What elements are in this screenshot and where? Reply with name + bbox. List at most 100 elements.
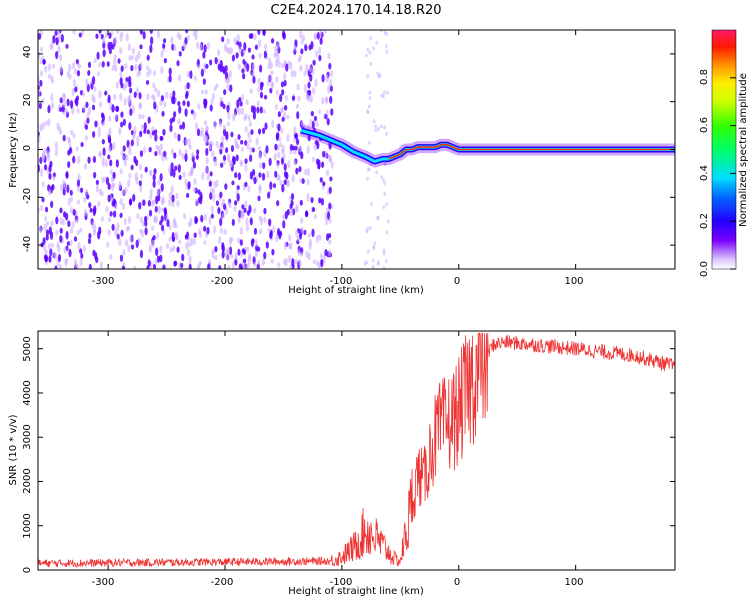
spectrogram-speckle — [154, 205, 158, 213]
spectrogram-speckle — [177, 164, 181, 173]
spectrogram-speckle — [139, 61, 143, 69]
spectrogram-speckle — [328, 202, 332, 210]
spectrogram-speckle — [269, 62, 273, 70]
spectrogram-speckle — [134, 171, 138, 181]
spectrogram-speckle — [159, 135, 163, 141]
spectrogram-speckle — [44, 164, 48, 171]
spectrogram-speckle — [208, 216, 212, 225]
spectrogram-speckle — [211, 248, 215, 255]
spectrogram-speckle — [113, 36, 117, 46]
spectrogram-speckle — [171, 201, 175, 208]
spectrogram-speckle — [382, 248, 386, 253]
spectrogram-speckle — [99, 261, 103, 269]
spectrogram-speckle — [368, 225, 372, 230]
spectrogram-speckle — [246, 246, 250, 253]
spectrogram-speckle — [307, 81, 311, 89]
spectrogram-speckle — [102, 49, 106, 58]
spectrogram-speckle — [272, 183, 277, 189]
top-xtick-label: 100 — [564, 276, 583, 287]
colorbar: 0.0 0.2 0.4 0.6 0.8 Normalized spectral … — [699, 29, 749, 277]
spectrogram-speckle — [222, 155, 227, 161]
spectrogram-speckle — [138, 92, 142, 100]
spectrogram-speckle — [272, 225, 276, 234]
spectrogram-speckle — [369, 61, 373, 66]
spectrogram-speckle — [108, 46, 112, 55]
spectrogram-speckle — [38, 90, 41, 97]
spectrogram-speckle — [329, 95, 333, 104]
spectrogram-speckle — [314, 78, 318, 88]
spectrogram-speckle — [104, 159, 108, 168]
spectrogram-speckle — [107, 229, 111, 236]
spectrogram-speckle — [61, 218, 65, 226]
spectrogram-speckle — [54, 253, 58, 260]
spectrogram-speckle — [157, 179, 161, 186]
spectrogram-speckle — [159, 254, 163, 263]
spectrogram-speckle — [226, 121, 230, 127]
spectrogram-speckle — [83, 196, 87, 203]
snr-series-line — [38, 332, 675, 568]
spectrogram-speckle — [281, 144, 285, 153]
spectrogram-speckle — [303, 70, 307, 77]
spectrogram-speckle — [149, 44, 153, 53]
spectrogram-speckle — [193, 232, 197, 238]
spectrogram-speckle — [118, 180, 122, 189]
spectrogram-speckle — [237, 237, 241, 244]
spectrogram-speckle — [220, 135, 225, 144]
spectrogram-speckle — [219, 217, 223, 227]
spectrogram-speckle — [383, 162, 387, 167]
snr-plot-area — [38, 332, 675, 568]
spectrogram-speckle — [277, 151, 281, 159]
spectrogram-speckle — [308, 44, 312, 51]
spectrogram-speckle — [178, 51, 182, 57]
spectrogram-speckle — [176, 199, 180, 208]
spectrogram-speckle — [86, 117, 90, 124]
spectrogram-speckle — [116, 222, 120, 232]
spectrogram-speckle — [324, 150, 328, 159]
spectrogram-speckle — [240, 147, 244, 152]
spectrogram-speckle — [45, 220, 50, 227]
spectrogram-speckle — [109, 41, 113, 49]
spectrogram-speckle — [122, 118, 126, 126]
spectrogram-speckle — [146, 54, 150, 61]
spectrogram-speckle — [84, 124, 89, 130]
spectrogram-speckle — [134, 63, 138, 71]
spectrogram-speckle — [211, 187, 216, 194]
spectrogram-speckle — [227, 111, 231, 120]
spectrogram-speckle — [243, 115, 247, 122]
spectrogram-speckle — [101, 161, 105, 167]
spectrogram-speckle — [280, 127, 284, 134]
spectrogram-speckle — [92, 130, 96, 138]
spectrogram-speckle — [213, 85, 217, 92]
spectrogram-speckle — [235, 141, 239, 149]
spectrogram-speckle — [246, 141, 250, 150]
spectrogram-speckle — [309, 119, 313, 125]
spectrogram-speckle — [253, 176, 257, 185]
spectrogram-speckle — [273, 152, 277, 162]
spectrogram-speckle — [81, 30, 85, 37]
spectrogram-speckle — [328, 62, 332, 70]
spectrogram-speckle — [173, 260, 177, 267]
spectrogram-speckle — [281, 89, 285, 96]
spectrogram-speckle — [127, 178, 131, 188]
spectrogram-speckle — [239, 101, 243, 107]
spectrogram-speckle — [237, 134, 241, 141]
spectrogram-speckle — [249, 146, 253, 153]
spectrogram-speckle — [101, 138, 105, 145]
spectrogram-speckle — [178, 239, 182, 245]
spectrogram-speckle — [278, 136, 282, 143]
spectrogram-speckle — [106, 241, 110, 248]
spectrogram-speckle — [206, 41, 211, 50]
spectrogram-speckle — [194, 122, 199, 131]
spectrogram-speckle — [382, 266, 386, 269]
spectrogram-speckle — [142, 146, 147, 154]
spectrogram-speckle — [278, 231, 282, 240]
spectrogram-speckle — [98, 101, 103, 108]
spectrogram-speckle — [39, 79, 43, 87]
spectrogram-speckle — [49, 231, 54, 240]
spectrogram-speckle — [50, 220, 54, 227]
spectrogram-speckle — [142, 199, 146, 206]
spectrogram-speckle — [147, 259, 151, 267]
spectrogram-speckle — [44, 206, 49, 213]
spectrogram-speckle — [385, 202, 388, 207]
spectrogram-speckle — [50, 78, 55, 84]
